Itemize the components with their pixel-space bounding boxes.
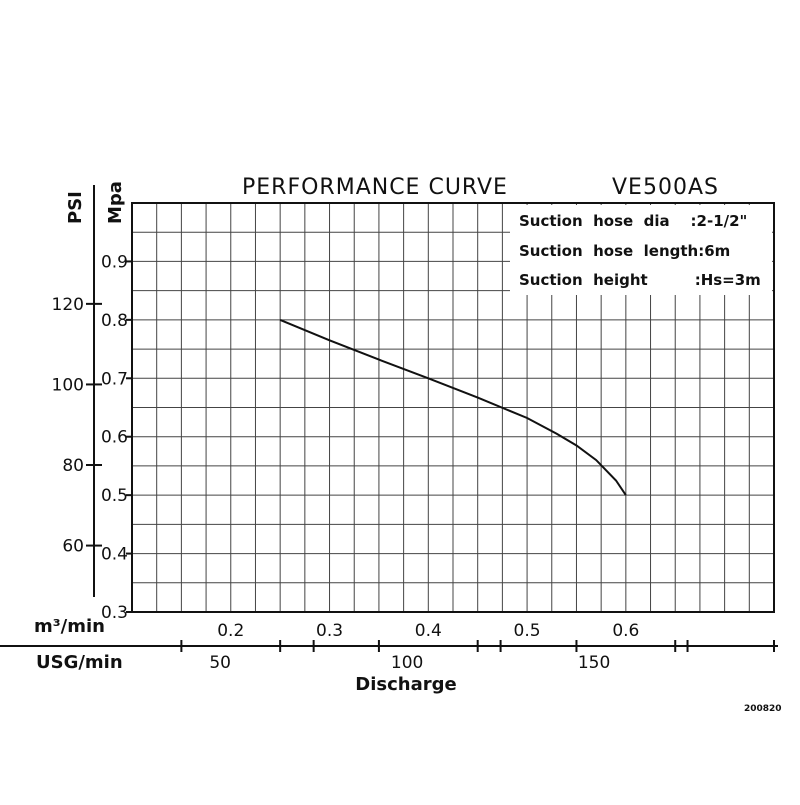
y-tick-label: 0.5 bbox=[101, 486, 128, 506]
x-axis-label: Discharge bbox=[355, 674, 456, 695]
y-tick-label: 0.7 bbox=[101, 369, 128, 389]
x-tick-label: 0.5 bbox=[514, 621, 541, 641]
usg-tick-label: 100 bbox=[391, 653, 423, 673]
model-name: VE500AS bbox=[612, 175, 719, 200]
psi-tick-label: 80 bbox=[62, 456, 84, 476]
plot-frame bbox=[131, 202, 775, 613]
axis-ticks: 0.3 0.4 0.5 0.6 0.7 0.8 0.9 60 80 100 120 0.2 0.3 0.4… bbox=[52, 252, 775, 673]
psi-tick-label: 60 bbox=[62, 537, 84, 557]
x-tick-label: 0.4 bbox=[415, 621, 442, 641]
y-tick-label: 0.4 bbox=[101, 545, 128, 565]
x-tick-label: 0.3 bbox=[316, 621, 343, 641]
performance-curve bbox=[279, 318, 627, 496]
annotation-box bbox=[510, 205, 772, 295]
y-tick-label: 0.8 bbox=[101, 311, 128, 331]
usg-tick-label: 150 bbox=[578, 653, 610, 673]
y-tick-label: 0.6 bbox=[101, 428, 128, 448]
psi-tick-label: 120 bbox=[52, 295, 84, 315]
x-tick-label: 0.2 bbox=[217, 621, 244, 641]
annotation-line-1: Suction hose dia :2-1/2" bbox=[519, 212, 747, 230]
x-unit-m3: m³/min bbox=[34, 616, 105, 637]
usg-tick-label: 50 bbox=[209, 653, 231, 673]
drawing-code: 200820 bbox=[744, 704, 782, 714]
chart-title: PERFORMANCE CURVE bbox=[242, 175, 508, 200]
annotation-line-2: Suction hose length:6m bbox=[519, 242, 730, 260]
x-unit-usg: USG/min bbox=[36, 652, 123, 673]
annotation-line-3: Suction height :Hs=3m bbox=[519, 271, 761, 289]
y-tick-label: 0.9 bbox=[101, 252, 128, 272]
x-tick-label: 0.6 bbox=[612, 621, 639, 641]
y-unit-psi: PSI bbox=[65, 191, 86, 224]
y-tick-label: 0.3 bbox=[101, 603, 128, 623]
y-unit-mpa: Mpa bbox=[105, 181, 126, 224]
psi-tick-label: 100 bbox=[52, 375, 84, 395]
